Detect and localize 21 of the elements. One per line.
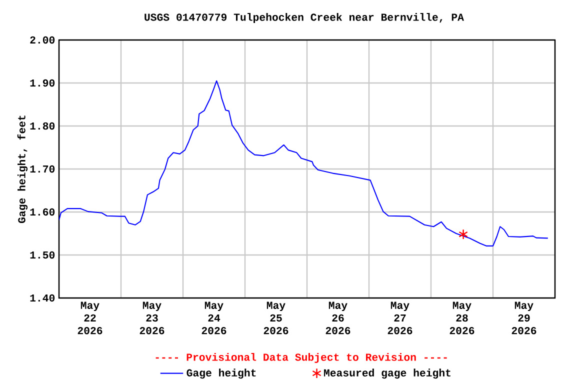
x-tick-label: May 22 2026: [78, 302, 102, 334]
x-tick-label: May 27 2026: [388, 302, 412, 334]
line-series: [59, 80, 548, 246]
y-tick-label: 2.00: [30, 36, 55, 44]
y-tick-label: 1.90: [30, 79, 55, 87]
y-tick-label: 1.40: [30, 294, 55, 302]
x-tick-label: May 28 2026: [450, 302, 474, 334]
y-tick-label: 1.80: [30, 122, 55, 130]
x-tick-label: May 24 2026: [202, 302, 226, 334]
legend-label: Gage height: [186, 368, 256, 379]
y-tick-label: 1.70: [30, 165, 55, 173]
x-tick-label: May 25 2026: [264, 302, 288, 334]
chart-title: USGS 01470779 Tulpehocken Creek near Bernville, PA: [144, 13, 464, 23]
y-tick-label: 1.60: [30, 208, 55, 216]
x-tick-label: May 23 2026: [140, 302, 164, 334]
x-tick-label: May 29 2026: [512, 302, 536, 334]
legend-label: Measured gage height: [324, 368, 450, 379]
y-tick-label: 1.50: [30, 251, 55, 259]
x-tick-label: May 26 2026: [326, 302, 350, 334]
y-axis-title: Gage height, feet: [17, 116, 28, 223]
text: ---- Provisional Data Subject to Revision ----: [156, 353, 447, 363]
